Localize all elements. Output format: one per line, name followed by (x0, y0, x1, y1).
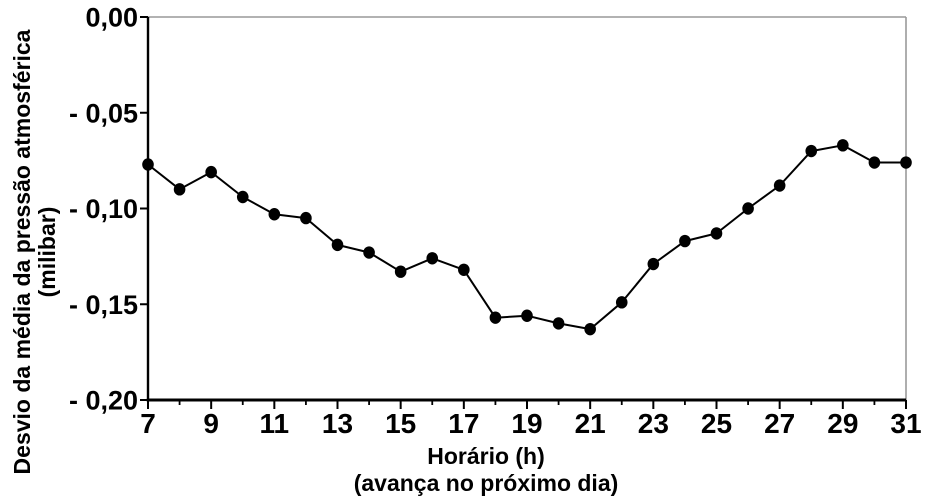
data-point (173, 183, 186, 196)
data-point (331, 238, 344, 252)
data-point (773, 179, 786, 192)
data-point (205, 165, 217, 179)
plot-frame (146, 16, 907, 402)
data-line (147, 144, 906, 331)
data-point (647, 257, 660, 271)
axis-ticks: 0,00 - 0,05 - 0,10 - 0,15 - 0,207 9 11 13 15 17 19… (69, 3, 922, 439)
y-tick-label: - 0,05 (69, 98, 138, 128)
x-tick-label: 31 (890, 408, 921, 439)
data-point (710, 227, 723, 240)
data-point (521, 309, 533, 322)
data-point (268, 208, 281, 221)
x-axis-title-line1: Horário (h) (427, 443, 545, 469)
y-axis-title-line1: Desvio da média da pressão atmosférica (9, 29, 35, 474)
x-axis-title-line2: (avança no próximo dia) (354, 470, 619, 496)
x-tick-label: 13 (322, 408, 353, 439)
data-point (300, 211, 312, 225)
data-point (837, 139, 849, 152)
data-point (236, 190, 249, 204)
x-tick-label: 9 (203, 408, 219, 439)
data-point (394, 265, 407, 278)
y-tick-label: 0,00 (85, 3, 138, 33)
x-tick-label: 27 (764, 408, 795, 439)
data-point (552, 317, 565, 330)
data-point (805, 144, 818, 158)
x-tick-label: 23 (638, 408, 669, 439)
x-tick-label: 29 (827, 408, 858, 439)
y-axis-title-line2: (milibar) (34, 207, 60, 298)
x-tick-label: 7 (140, 408, 156, 439)
data-point (615, 296, 628, 309)
data-point (868, 156, 881, 169)
y-tick-label: - 0,10 (69, 194, 138, 224)
data-point (900, 156, 912, 169)
x-tick-label: 19 (511, 408, 542, 439)
y-tick-label: - 0,15 (69, 290, 138, 320)
data-point (363, 246, 375, 259)
x-tick-label: 15 (385, 408, 416, 439)
data-point (142, 158, 154, 171)
x-tick-label: 25 (701, 408, 732, 439)
data-point (489, 311, 502, 324)
data-point (458, 263, 470, 276)
data-point (584, 322, 596, 336)
data-point (679, 234, 691, 248)
x-tick-label: 17 (448, 408, 479, 439)
data-point (426, 252, 439, 265)
x-tick-label: 21 (575, 408, 606, 439)
data-point (742, 202, 754, 215)
data-series (142, 139, 912, 336)
y-tick-label: - 0,20 (69, 386, 138, 416)
x-tick-label: 11 (260, 408, 290, 439)
